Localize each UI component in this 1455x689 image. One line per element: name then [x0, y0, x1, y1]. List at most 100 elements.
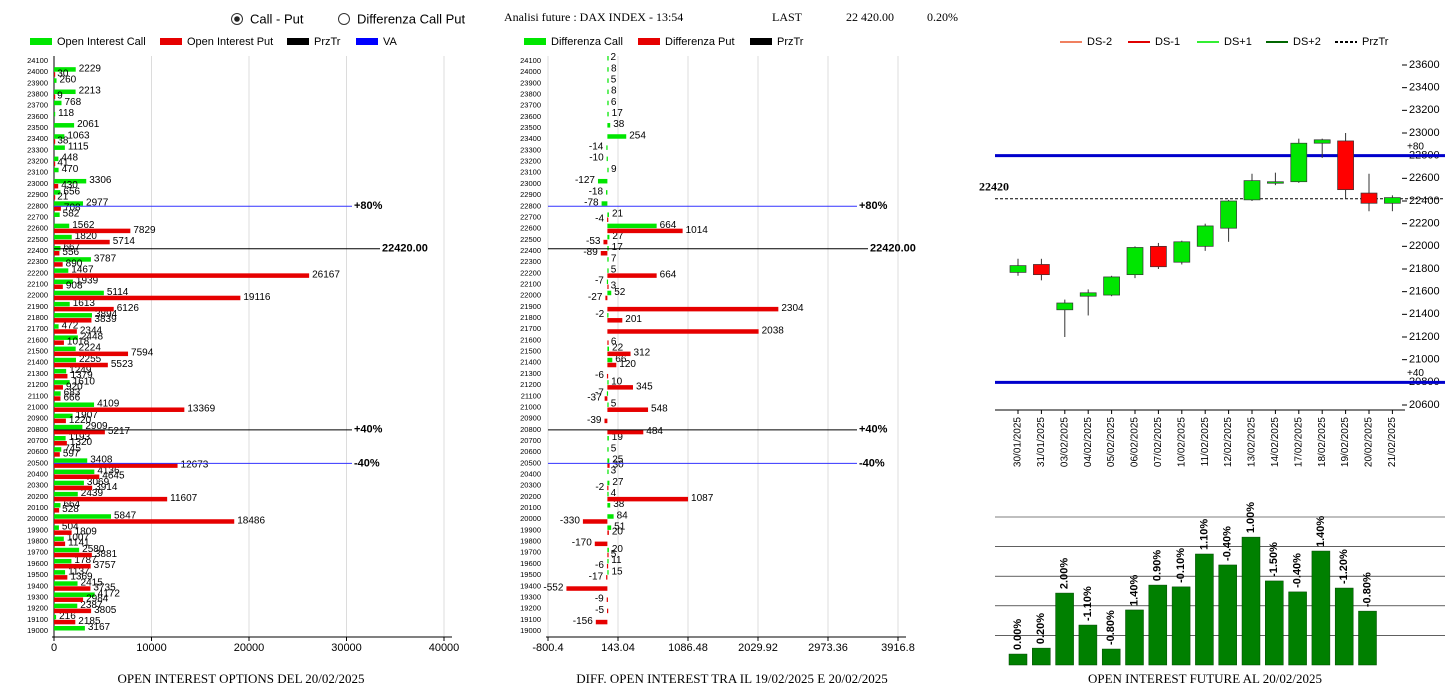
radio-diff[interactable]: [338, 13, 350, 25]
y-tick-label: 19700: [27, 548, 48, 557]
y-tick-label: 19000: [27, 626, 48, 635]
last-label: LAST: [772, 10, 803, 24]
value-label: 4645: [102, 471, 125, 482]
bar: [54, 318, 92, 323]
value-label: 20: [612, 527, 624, 538]
bar: [607, 357, 613, 363]
y-tick-label: 22100: [27, 280, 48, 289]
value-label: 8: [611, 63, 617, 74]
bar: [54, 570, 66, 575]
value-label: 5: [611, 74, 617, 85]
y-tick-label: 22000: [1409, 240, 1440, 252]
ref-label: -40%: [859, 457, 885, 469]
y-tick-label: 23000: [1409, 127, 1440, 139]
value-label: 9: [57, 91, 63, 102]
value-label: 18486: [237, 515, 265, 526]
change-label: -0.10%: [1175, 548, 1187, 583]
legend-label: Open Interest Put: [187, 36, 273, 48]
candle-body: [1337, 140, 1354, 191]
bar: [54, 195, 56, 200]
value-label: 4136: [97, 466, 120, 477]
bar: [54, 525, 59, 530]
value-label: 666: [63, 392, 80, 403]
bar: [54, 541, 66, 547]
value-label: 4: [611, 488, 617, 499]
bar: [601, 201, 608, 206]
candle-body: [1009, 265, 1027, 273]
y-tick-label: 22500: [520, 235, 541, 244]
legend-swatch: [750, 38, 772, 45]
value-label: 17: [612, 108, 624, 119]
bar: [54, 329, 77, 334]
value-label: 3735: [93, 582, 116, 593]
header: Call - Put Differenza Call Put Analisi f…: [231, 10, 958, 26]
y-tick-label: 21000: [1409, 354, 1440, 366]
bar: [607, 463, 610, 468]
bar: [54, 223, 70, 229]
y-tick-label: 22100: [520, 280, 541, 289]
bar: [606, 575, 608, 580]
y-tick-label: 24000: [27, 67, 48, 76]
bar: [54, 161, 56, 167]
y-tick-label: 19700: [520, 548, 541, 557]
x-tick-label: 06/02/2025: [1130, 417, 1141, 467]
y-tick-label: 19100: [520, 615, 541, 624]
value-label: 2387: [80, 600, 103, 611]
bar: [603, 239, 608, 245]
change-label: 0.90%: [1152, 550, 1164, 581]
y-tick-label: 22300: [27, 257, 48, 266]
bar: [54, 324, 59, 329]
value-label: 2415: [81, 577, 104, 588]
value-label: 254: [629, 130, 646, 141]
bar: [54, 592, 95, 597]
bar: [597, 178, 608, 184]
legend-label: PrzTr: [777, 36, 804, 48]
change-label: 2.00%: [1059, 558, 1071, 589]
candle-body: [1173, 241, 1191, 263]
option-label[interactable]: Differenza Call Put: [357, 11, 466, 26]
bar: [607, 78, 609, 83]
value-label: 2061: [77, 119, 100, 130]
candle-body: [1033, 264, 1050, 276]
bar: [54, 503, 61, 508]
value-label: 1820: [75, 231, 98, 242]
value-label: -39: [587, 415, 602, 426]
bar: [607, 318, 623, 323]
value-label: 664: [63, 499, 80, 510]
value-label: -18: [589, 186, 604, 197]
value-label: -127: [575, 175, 595, 186]
y-tick-label: 20400: [27, 470, 48, 479]
value-label: -78: [584, 197, 599, 208]
bar: [54, 301, 70, 307]
bar: [54, 413, 73, 419]
bar: [607, 273, 657, 278]
y-tick-label: 21500: [520, 347, 541, 356]
ref-label: 22420: [979, 179, 1009, 193]
bar: [54, 268, 69, 273]
value-label: 1369: [70, 571, 93, 582]
bar: [54, 257, 91, 262]
bar: [54, 402, 95, 407]
value-label: -7: [595, 276, 604, 287]
change-label: -1.10%: [1082, 586, 1094, 621]
value-label: 5847: [114, 510, 137, 521]
y-tick-label: 19500: [520, 570, 541, 579]
bar: [54, 346, 76, 352]
value-label: 1939: [76, 276, 99, 287]
bar: [595, 619, 608, 625]
ref-label: 22420.00: [382, 243, 428, 255]
bar: [54, 134, 65, 139]
y-tick-label: 21900: [520, 302, 541, 311]
option-label[interactable]: Call - Put: [250, 11, 304, 26]
value-label: 25: [612, 454, 624, 465]
y-tick-label: 23400: [520, 134, 541, 143]
value-label: 30: [57, 68, 69, 79]
legend-swatch: [524, 38, 546, 45]
value-label: 3914: [95, 482, 118, 493]
y-tick-label: 20300: [27, 481, 48, 490]
value-label: 768: [64, 97, 81, 108]
last-value: 22 420.00: [846, 10, 894, 24]
y-tick-label: 21400: [1409, 308, 1440, 320]
y-tick-label: 19600: [27, 559, 48, 568]
value-label: 38: [613, 499, 625, 510]
